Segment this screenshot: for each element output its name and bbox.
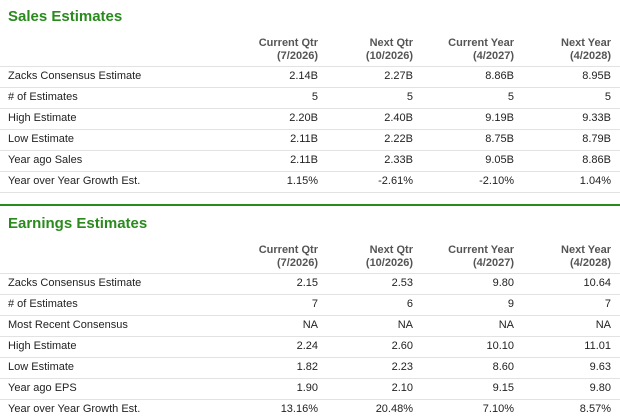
cell-value: 8.86B — [485, 70, 514, 82]
row-label: Year ago Sales — [8, 154, 83, 166]
cell-value: 1.90 — [296, 382, 318, 394]
row-label: High Estimate — [8, 340, 77, 352]
row-divider — [0, 171, 620, 172]
cell-value: 2.11B — [290, 154, 318, 166]
cell-value: 2.15 — [296, 277, 318, 289]
cell-value: NA — [595, 319, 611, 331]
row-label: Year ago EPS — [8, 382, 77, 394]
column-header: Current Year — [448, 244, 514, 256]
row-divider — [0, 66, 620, 67]
row-divider — [0, 150, 620, 151]
cell-value: 13.16% — [280, 403, 318, 415]
column-period: (4/2028) — [570, 50, 611, 62]
cell-value: 8.79B — [582, 133, 611, 145]
cell-value: 1.04% — [579, 175, 611, 187]
row-divider — [0, 273, 620, 274]
cell-value: 7.10% — [482, 403, 514, 415]
cell-value: 5 — [311, 91, 318, 103]
column-header: Next Qtr — [369, 244, 413, 256]
cell-value: 7 — [311, 298, 318, 310]
row-divider — [0, 192, 620, 193]
cell-value: -2.10% — [479, 175, 514, 187]
column-period: (4/2028) — [570, 257, 611, 269]
row-label: High Estimate — [8, 112, 77, 124]
row-label: Year over Year Growth Est. — [8, 175, 141, 187]
cell-value: -2.61% — [378, 175, 413, 187]
row-divider — [0, 336, 620, 337]
cell-value: NA — [498, 319, 514, 331]
cell-value: 2.40B — [384, 112, 413, 124]
column-period: (7/2026) — [277, 257, 318, 269]
cell-value: 1.82 — [296, 361, 318, 373]
cell-value: 2.24 — [296, 340, 318, 352]
row-divider — [0, 294, 620, 295]
column-period: (4/2027) — [473, 50, 514, 62]
cell-value: 9 — [507, 298, 514, 310]
cell-value: 2.60 — [391, 340, 413, 352]
column-period: (10/2026) — [365, 257, 413, 269]
row-label: Zacks Consensus Estimate — [8, 70, 142, 82]
row-divider — [0, 399, 620, 400]
cell-value: 8.75B — [485, 133, 514, 145]
row-divider — [0, 357, 620, 358]
row-label: # of Estimates — [8, 91, 78, 103]
cell-value: 9.63 — [589, 361, 611, 373]
cell-value: 2.53 — [391, 277, 413, 289]
cell-value: NA — [397, 319, 413, 331]
column-header: Current Year — [448, 37, 514, 49]
cell-value: NA — [302, 319, 318, 331]
column-period: (10/2026) — [365, 50, 413, 62]
cell-value: 7 — [604, 298, 611, 310]
cell-value: 9.33B — [582, 112, 611, 124]
section-title: Sales Estimates — [8, 8, 123, 25]
row-divider — [0, 378, 620, 379]
cell-value: 8.86B — [582, 154, 611, 166]
row-label: Zacks Consensus Estimate — [8, 277, 142, 289]
cell-value: 20.48% — [375, 403, 413, 415]
cell-value: 8.57% — [579, 403, 611, 415]
section-title: Earnings Estimates — [8, 215, 148, 232]
cell-value: 11.01 — [584, 340, 611, 352]
cell-value: 2.27B — [384, 70, 413, 82]
cell-value: 10.64 — [583, 277, 611, 289]
cell-value: 1.15% — [286, 175, 318, 187]
cell-value: 2.14B — [289, 70, 318, 82]
cell-value: 8.95B — [582, 70, 611, 82]
cell-value: 2.10 — [391, 382, 413, 394]
cell-value: 5 — [507, 91, 514, 103]
row-divider — [0, 108, 620, 109]
cell-value: 9.05B — [485, 154, 514, 166]
column-header: Current Qtr — [258, 244, 318, 256]
cell-value: 2.22B — [384, 133, 413, 145]
row-label: Most Recent Consensus — [8, 319, 128, 331]
column-header: Next Year — [561, 37, 611, 49]
cell-value: 9.15 — [492, 382, 514, 394]
cell-value: 9.19B — [485, 112, 514, 124]
cell-value: 2.33B — [384, 154, 413, 166]
column-header: Next Qtr — [369, 37, 413, 49]
column-header: Current Qtr — [258, 37, 318, 49]
row-label: # of Estimates — [8, 298, 78, 310]
cell-value: 9.80 — [589, 382, 611, 394]
cell-value: 9.80 — [492, 277, 514, 289]
row-label: Year over Year Growth Est. — [8, 403, 141, 415]
row-divider — [0, 87, 620, 88]
cell-value: 10.10 — [486, 340, 514, 352]
section-divider — [0, 204, 620, 206]
column-header: Next Year — [561, 244, 611, 256]
row-divider — [0, 315, 620, 316]
row-divider — [0, 129, 620, 130]
cell-value: 5 — [604, 91, 611, 103]
cell-value: 2.11B — [290, 133, 318, 145]
cell-value: 6 — [406, 298, 413, 310]
cell-value: 2.20B — [289, 112, 318, 124]
cell-value: 8.60 — [492, 361, 514, 373]
row-label: Low Estimate — [8, 133, 75, 145]
row-label: Low Estimate — [8, 361, 75, 373]
column-period: (4/2027) — [473, 257, 514, 269]
column-period: (7/2026) — [277, 50, 318, 62]
cell-value: 5 — [406, 91, 413, 103]
cell-value: 2.23 — [391, 361, 413, 373]
